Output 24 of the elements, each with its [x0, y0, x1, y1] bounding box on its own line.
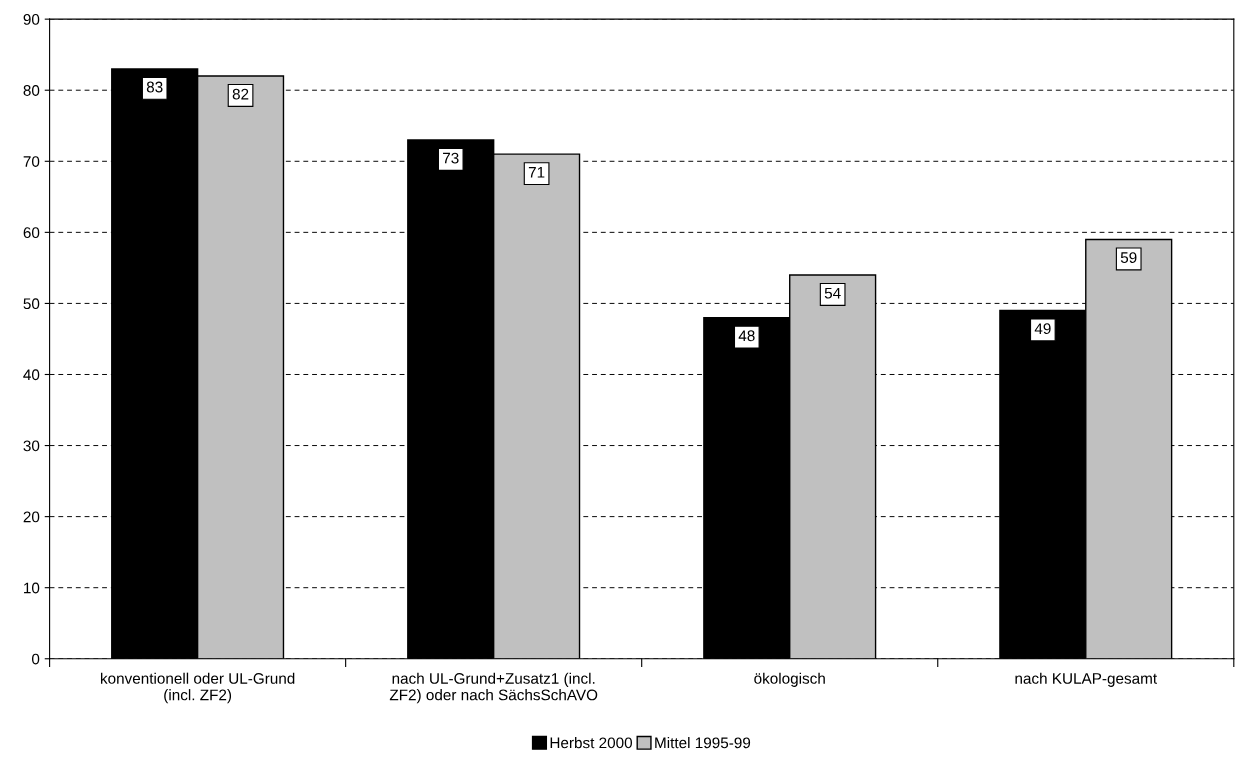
x-tick-label: nach UL-Grund+Zusatz1 (incl. ZF2) oder nach SächsSchAVO [389, 672, 598, 704]
y-tick-label: 70 [23, 156, 40, 167]
data-label: 49 [1034, 323, 1051, 335]
y-tick-label: 90 [23, 14, 40, 25]
data-label: 71 [528, 167, 545, 178]
data-label: 83 [146, 81, 163, 93]
y-tick-label: 0 [31, 653, 40, 665]
y-tick-label: 60 [23, 227, 40, 239]
x-tick-label: ökologisch [754, 672, 825, 687]
data-label: 82 [232, 88, 249, 100]
data-label: 59 [1120, 252, 1137, 264]
y-tick-label: 50 [23, 298, 40, 310]
y-tick-label: 40 [23, 369, 40, 381]
y-tick-label: 80 [23, 85, 40, 96]
y-tick-label: 20 [23, 511, 40, 523]
data-label: 73 [443, 152, 459, 164]
x-tick-label: nach KULAP-gesamt [1015, 672, 1157, 687]
y-tick-label: 30 [23, 440, 40, 452]
data-label: 48 [738, 330, 755, 342]
y-tick-label: 10 [24, 582, 40, 594]
x-tick-label: konventionell oder UL-Grund (incl. ZF2) [101, 672, 295, 704]
data-label: 54 [824, 287, 841, 299]
legend-label: Herbst 2000 [550, 737, 633, 749]
legend-label: Mittel 1995-99 [655, 737, 751, 749]
